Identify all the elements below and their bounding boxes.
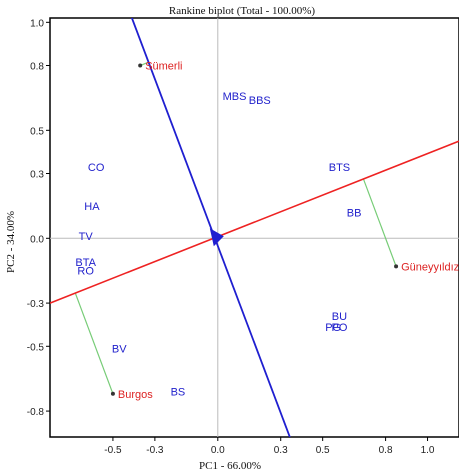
x-tick-label: 0.5	[316, 445, 330, 456]
y-tick-label: 0.8	[30, 62, 44, 73]
environment-label: Burgos	[118, 389, 153, 401]
environment-point	[394, 264, 398, 268]
environment-point	[111, 392, 115, 396]
y-tick-label: 0.0	[30, 234, 44, 245]
genotype-label: BB	[347, 207, 362, 219]
genotype-label: TV	[79, 231, 94, 243]
genotype-label: CO	[88, 162, 105, 174]
x-axis-title: PC1 - 66.00%	[199, 460, 261, 472]
y-tick-label: 1.0	[30, 18, 44, 29]
y-tick-label: 0.5	[30, 126, 44, 137]
genotype-label: BS	[171, 387, 186, 399]
y-tick-label: -0.3	[27, 299, 45, 310]
genotype-label: BBS	[249, 95, 271, 107]
genotype-label: RO	[77, 266, 94, 278]
x-tick-label: -0.3	[146, 445, 164, 456]
x-tick-label: 0.0	[211, 445, 225, 456]
y-tick-label: -0.8	[27, 407, 45, 418]
x-tick-label: 0.8	[379, 445, 393, 456]
projection-line	[363, 179, 396, 266]
genotype-label: HA	[84, 201, 100, 213]
environment-labels: Sümerli Güneyyıldız Burgos	[111, 61, 459, 401]
genotype-label: MBS	[223, 91, 247, 103]
environment-label: Sümerli	[145, 61, 182, 73]
environment-point	[138, 64, 142, 68]
x-tick-label: 1.0	[421, 445, 435, 456]
y-tick-label: 0.3	[30, 170, 44, 181]
genotype-label: PO	[331, 322, 347, 334]
genotype-label: BV	[112, 343, 127, 355]
x-tick-label: 0.3	[274, 445, 288, 456]
y-axis-title: PC2 - 34.00%	[5, 211, 17, 273]
chart-title: Rankine biplot (Total - 100.00%)	[169, 5, 316, 17]
environment-label: Güneyyıldız	[401, 261, 459, 273]
projection-line	[75, 293, 113, 394]
plot-frame	[50, 18, 459, 437]
x-tick-label: -0.5	[104, 445, 122, 456]
red-axis-line	[50, 141, 459, 303]
y-tick-label: -0.5	[27, 342, 45, 353]
genotype-label: BTS	[329, 162, 350, 174]
